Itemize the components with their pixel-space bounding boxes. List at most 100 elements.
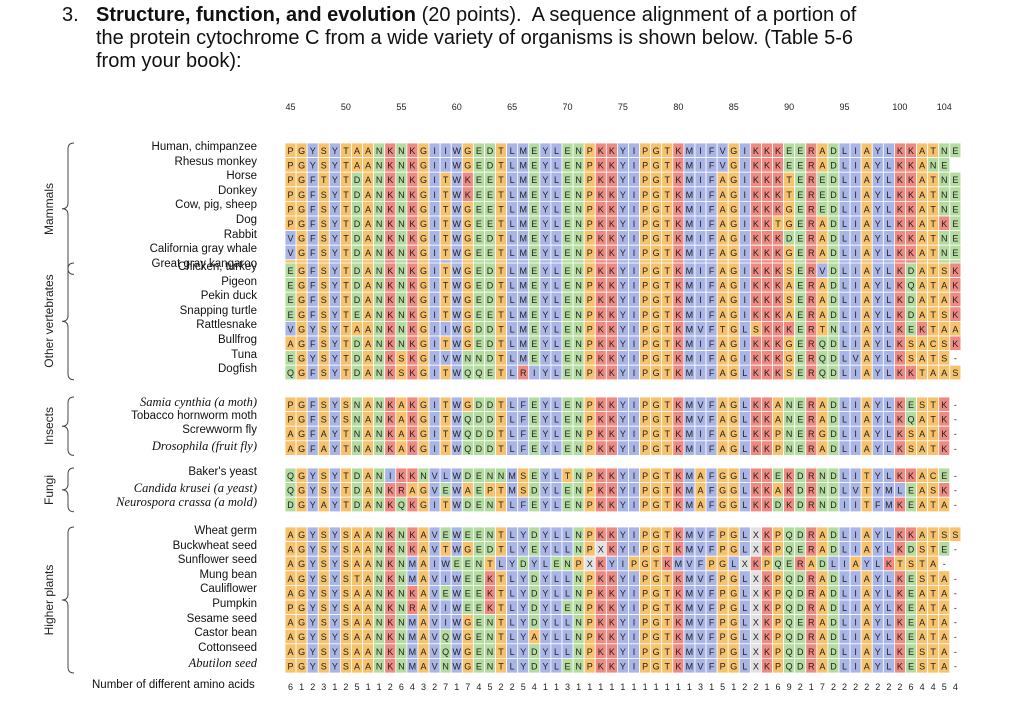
difference-count: 3 [565,682,570,692]
position-number: 45 [286,102,296,112]
residue-letter: L [554,219,559,229]
residue-letter: K [897,324,903,334]
residue-letter: F [310,429,316,439]
residue-letter: L [886,266,891,276]
residue-letter: K [675,161,681,171]
residue-letter: D [830,588,837,598]
residue-letter: M [519,219,527,229]
residue-letter: T [498,661,504,671]
residue-letter: V [443,354,449,364]
residue-letter: L [842,415,847,425]
residue-letter: A [952,324,958,334]
residue-letter: T [665,545,671,555]
residue-letter: K [598,661,604,671]
residue-letter: Y [864,559,870,569]
residue-letter: S [321,618,327,628]
residue-letter: A [288,339,294,349]
residue-letter: Y [620,632,626,642]
residue-letter: G [730,310,737,320]
residue-letter: P [642,146,648,156]
residue-letter: N [786,429,793,439]
residue-letter: S [321,471,327,481]
residue-letter: T [930,281,936,291]
residue-letter: N [575,429,582,439]
residue-letter: L [842,603,847,613]
residue-letter: G [298,310,305,320]
residue-letter: K [487,574,493,584]
residue-letter: K [897,190,903,200]
residue-letter: P [642,632,648,642]
residue-letter: G [464,545,471,555]
residue-letter: L [842,444,847,454]
residue-letter: G [653,175,660,185]
residue-letter: Y [620,471,626,481]
residue-letter: D [797,647,804,657]
residue-letter: V [432,471,438,481]
residue-letter: A [365,368,371,378]
residue-letter: L [510,661,515,671]
residue-letter: T [443,339,449,349]
residue-letter: E [476,248,482,258]
residue-letter: R [808,324,815,334]
residue-letter: E [487,190,493,200]
residue-letter: Y [332,295,338,305]
residue-letter: E [476,661,482,671]
residue-letter: W [452,415,461,425]
residue-letter: T [930,530,936,540]
residue-letter: F [310,415,316,425]
residue-letter: M [686,618,694,628]
residue-letter: A [864,190,870,200]
residue-letter: S [321,339,327,349]
residue-letter: K [753,354,759,364]
residue-letter: K [387,632,393,642]
residue-letter: Y [542,368,548,378]
difference-count: 2 [388,682,393,692]
residue-letter: K [598,500,604,510]
residue-letter: A [919,219,925,229]
residue-letter: S [786,295,792,305]
residue-letter: E [908,588,914,598]
residue-letter: I [854,444,857,454]
residue-letter: L [565,618,570,628]
residue-letter: G [730,248,737,258]
residue-letter: E [565,234,571,244]
residue-letter: A [288,530,294,540]
residue-letter: K [609,647,615,657]
residue-letter: A [365,429,371,439]
residue-letter: Y [332,500,338,510]
residue-letter: K [387,310,393,320]
residue-letter: T [498,574,504,584]
residue-letter: Y [875,588,881,598]
residue-letter: S [941,354,947,364]
residue-letter: N [398,661,405,671]
residue-letter: G [653,632,660,642]
residue-letter: R [808,281,815,291]
residue-letter: L [543,559,548,569]
residue-letter: K [753,204,759,214]
residue-letter: T [665,248,671,258]
organism-name: Pekin duck [200,290,257,303]
residue-letter: A [365,486,371,496]
residue-letter: I [433,295,436,305]
residue-letter: L [886,161,891,171]
residue-letter: K [753,415,759,425]
residue-letter: L [554,204,559,214]
residue-letter: D [786,234,793,244]
residue-letter: T [665,588,671,598]
residue-letter: S [321,400,327,410]
residue-letter: S [753,324,759,334]
residue-letter: T [665,190,671,200]
residue-letter: N [398,647,405,657]
residue-letter: N [376,324,383,334]
residue-letter: N [398,632,405,642]
residue-letter: Q [398,500,405,510]
residue-letter: A [288,618,294,628]
residue-letter: I [854,190,857,200]
residue-letter: A [465,486,471,496]
residue-letter: Y [620,486,626,496]
residue-letter: P [587,574,593,584]
residue-letter: T [665,175,671,185]
residue-letter: F [709,310,715,320]
residue-letter: L [842,574,847,584]
